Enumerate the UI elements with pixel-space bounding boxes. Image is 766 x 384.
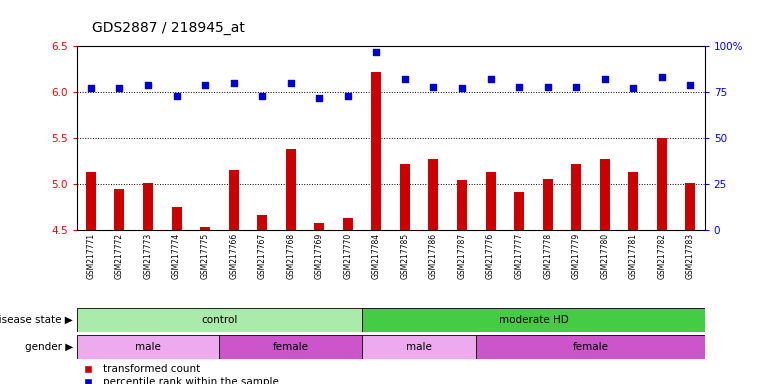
Point xyxy=(599,76,611,82)
Bar xyxy=(228,170,239,230)
Bar xyxy=(542,179,553,230)
Text: control: control xyxy=(201,314,237,325)
Point xyxy=(142,82,154,88)
Point xyxy=(456,85,468,91)
Point xyxy=(85,85,97,91)
Point xyxy=(285,80,297,86)
Bar xyxy=(457,180,467,230)
Bar xyxy=(428,159,438,230)
Text: male: male xyxy=(135,341,161,352)
Bar xyxy=(114,189,124,230)
Point xyxy=(228,80,240,86)
Point xyxy=(399,76,411,82)
Text: male: male xyxy=(406,341,432,352)
Bar xyxy=(400,164,410,230)
Bar xyxy=(657,138,667,230)
Point xyxy=(684,82,696,88)
Bar xyxy=(143,184,153,230)
Bar xyxy=(200,227,210,230)
Text: moderate HD: moderate HD xyxy=(499,314,568,325)
Bar xyxy=(314,223,324,230)
Bar xyxy=(571,164,581,230)
Bar xyxy=(257,215,267,230)
Legend: transformed count, percentile rank within the sample: transformed count, percentile rank withi… xyxy=(82,364,279,384)
Point xyxy=(342,93,354,99)
Bar xyxy=(172,207,182,230)
Bar xyxy=(514,192,524,230)
Point xyxy=(199,82,211,88)
Text: female: female xyxy=(273,341,309,352)
Bar xyxy=(628,172,638,230)
Bar xyxy=(77,334,219,359)
Point xyxy=(484,76,496,82)
Point xyxy=(542,84,554,90)
Bar xyxy=(476,334,705,359)
Bar xyxy=(600,159,610,230)
Point xyxy=(256,93,268,99)
Point xyxy=(113,85,126,91)
Bar xyxy=(286,149,296,230)
Point xyxy=(370,48,382,55)
Bar xyxy=(219,334,362,359)
Bar xyxy=(486,172,496,230)
Bar xyxy=(86,172,96,230)
Point xyxy=(627,85,640,91)
Bar xyxy=(372,72,381,230)
Point xyxy=(570,84,582,90)
Text: gender ▶: gender ▶ xyxy=(25,341,73,352)
Bar xyxy=(77,308,362,332)
Point xyxy=(513,84,525,90)
Point xyxy=(656,74,668,81)
Bar xyxy=(362,334,476,359)
Point xyxy=(427,84,440,90)
Text: GDS2887 / 218945_at: GDS2887 / 218945_at xyxy=(92,21,245,35)
Point xyxy=(313,94,326,101)
Text: disease state ▶: disease state ▶ xyxy=(0,314,73,325)
Bar xyxy=(343,218,353,230)
Text: female: female xyxy=(572,341,608,352)
Bar xyxy=(686,184,696,230)
Point xyxy=(170,93,182,99)
Bar xyxy=(362,308,705,332)
